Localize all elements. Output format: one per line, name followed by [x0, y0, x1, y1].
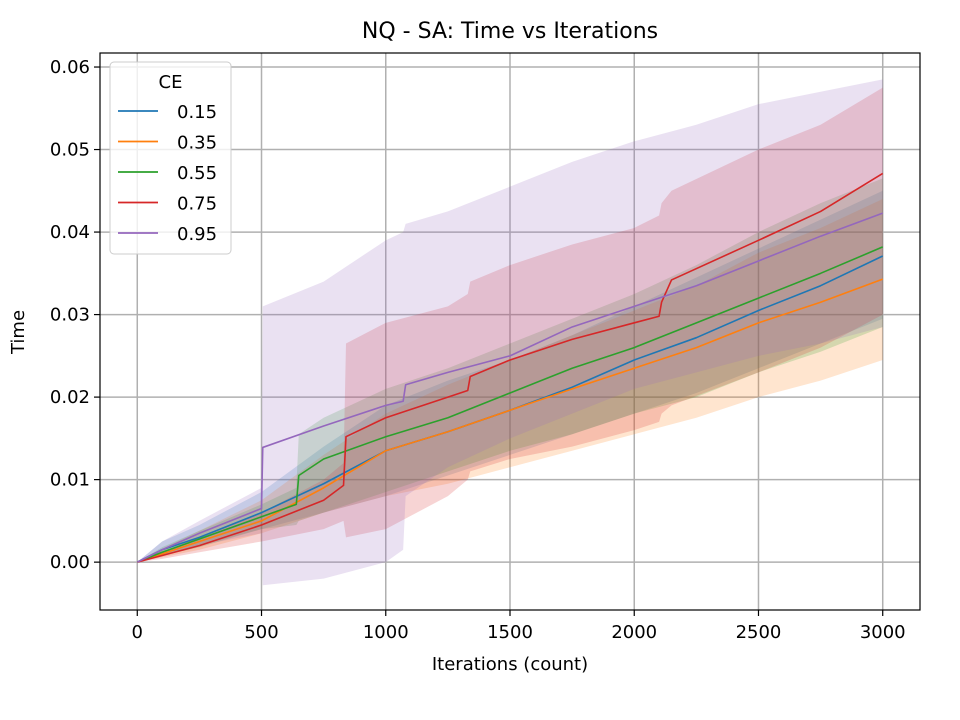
legend: CE 0.15 0.35 0.55 0.75 0.95 — [109, 61, 232, 255]
x-tick-label: 2500 — [736, 622, 782, 643]
band-0.75 — [137, 87, 883, 563]
legend-label-0.55: 0.55 — [177, 163, 217, 184]
x-tick-label: 0 — [132, 622, 143, 643]
y-tick-label: 0.05 — [50, 140, 90, 161]
series-line-0.55 — [136, 246, 884, 563]
y-tick-label: 0.03 — [50, 305, 90, 326]
y-tick-label: 0.02 — [50, 387, 90, 408]
y-tick-label: 0.06 — [50, 57, 90, 78]
x-tick-label: 500 — [244, 622, 278, 643]
y-tick-label: 0.04 — [50, 222, 90, 243]
x-tick-label: 3000 — [860, 622, 906, 643]
x-tick-label: 1000 — [363, 622, 409, 643]
legend-box — [109, 61, 232, 255]
legend-title: CE — [159, 72, 183, 93]
y-tick-label: 0.01 — [50, 470, 90, 491]
x-axis-label: Iterations (count) — [432, 654, 588, 675]
legend-label-0.95: 0.95 — [177, 224, 217, 245]
band-0.35 — [137, 199, 883, 563]
legend-label-0.15: 0.15 — [177, 102, 217, 123]
band-0.55 — [137, 178, 883, 563]
series-lines — [136, 172, 884, 563]
chart-title: NQ - SA: Time vs Iterations — [362, 19, 658, 44]
x-axis-ticks: 0 500 1000 1500 2000 2500 3000 — [132, 610, 906, 643]
band-0.15 — [137, 190, 883, 563]
x-tick-label: 2000 — [611, 622, 657, 643]
series-line-0.95 — [136, 212, 884, 563]
y-tick-label: 0.00 — [50, 552, 90, 573]
y-axis-label: Time — [8, 310, 29, 355]
legend-label-0.35: 0.35 — [177, 133, 217, 154]
series-line-0.75 — [137, 172, 884, 563]
legend-label-0.75: 0.75 — [177, 194, 217, 215]
x-tick-label: 1500 — [487, 622, 533, 643]
y-axis-ticks: 0.00 0.01 0.02 0.03 0.04 0.05 0.06 — [50, 57, 100, 573]
series-line-0.35 — [137, 278, 884, 563]
